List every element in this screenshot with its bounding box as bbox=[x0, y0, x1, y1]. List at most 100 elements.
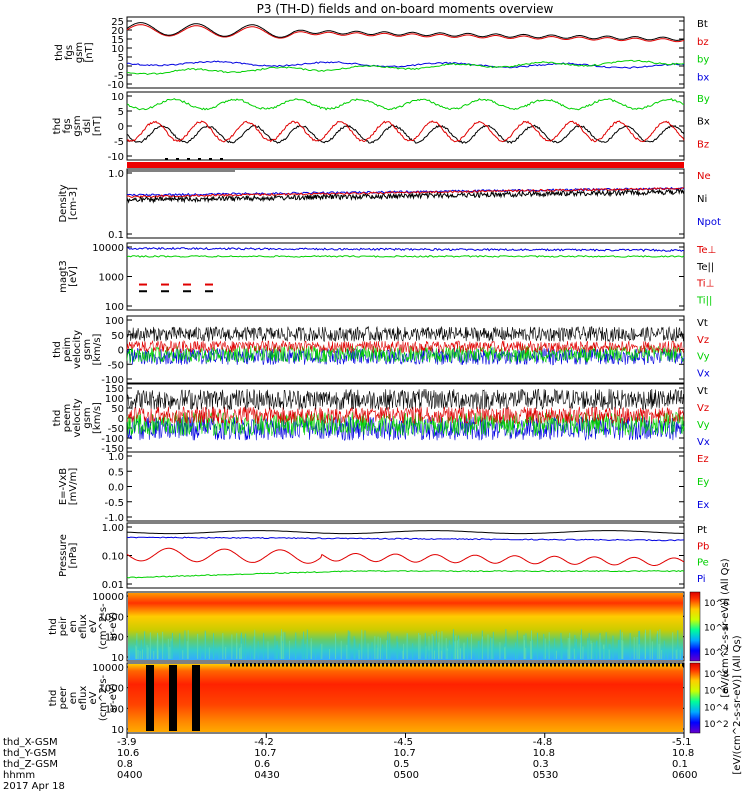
x-tick-hhmm: 0430 bbox=[254, 770, 279, 781]
tick-label: -10 bbox=[108, 152, 124, 163]
x-tick-gsm-y: 10.6 bbox=[117, 748, 139, 759]
colorbar-title-2: [eV/(cm^2-s-sr-eV)] (All Qs) bbox=[720, 558, 731, 697]
legend-Vy: Vy bbox=[697, 420, 710, 431]
axis-title: (cm^2-s- bbox=[98, 674, 109, 721]
x-axis-row-label: thd_X-GSM bbox=[3, 737, 58, 748]
axis-title: eflux bbox=[78, 686, 89, 711]
panel-peir: 10000 1000 100 10 thd peir en eflux eV (cm^2-s-sr… bbox=[48, 591, 685, 664]
tick-label: 10 bbox=[111, 725, 124, 736]
legend-Bt: Bt bbox=[697, 19, 708, 30]
series-Vy bbox=[126, 411, 685, 437]
axis-title: thd bbox=[48, 618, 59, 635]
panel-temp: 10000 1000 100 magt3 [eV] Te⊥ Te|| Ti⊥ Ti|| bbox=[58, 243, 716, 313]
axis-title: peer bbox=[58, 686, 69, 710]
x-axis-row-label: thd_Z-GSM bbox=[3, 759, 58, 770]
axis-title: gsm bbox=[74, 42, 85, 63]
x-tick-gsm-z: 0.5 bbox=[394, 759, 410, 770]
data-flag-mark bbox=[198, 158, 201, 160]
x-axis-row-label: thd_Y-GSM bbox=[3, 748, 56, 759]
legend-Te||: Te|| bbox=[696, 262, 714, 273]
tick-label: -5 bbox=[114, 137, 124, 148]
x-tick-hhmm: 0400 bbox=[117, 770, 142, 781]
tick-label: 10000 bbox=[92, 663, 124, 674]
tick-label: 5 bbox=[118, 107, 124, 118]
x-tick-gsm-x: -4.5 bbox=[394, 737, 414, 748]
axis-title: velocity bbox=[72, 330, 83, 369]
tick-label: 10 bbox=[111, 44, 124, 55]
panel-peer: 10000 1000 100 10 thd peer en eflux eV (cm^2-s-sr… bbox=[48, 662, 685, 736]
axis-title: en bbox=[68, 620, 79, 633]
tick-label: 0.01 bbox=[102, 580, 124, 591]
x-tick-hhmm: 0600 bbox=[672, 770, 697, 781]
tick-label: 15 bbox=[111, 35, 124, 46]
legend-Vz: Vz bbox=[697, 335, 709, 346]
legend-Ex: Ex bbox=[697, 500, 709, 511]
axis-title: thd bbox=[52, 410, 63, 427]
series-Bz bbox=[126, 120, 685, 143]
tick-label: 20 bbox=[111, 26, 124, 37]
panel-pressure: 1.00 0.10 0.01 Pressure [nPa] Pt Pb Pe Pi bbox=[58, 522, 709, 591]
data-flag-mark bbox=[176, 158, 179, 160]
series-Ti-par bbox=[126, 255, 685, 258]
tick-label: 100 bbox=[105, 394, 124, 405]
spectrogram-peer bbox=[128, 664, 683, 732]
tick-label: 100 bbox=[105, 302, 124, 313]
legend-Pt: Pt bbox=[697, 525, 707, 536]
tick-label: 25 bbox=[111, 17, 124, 28]
tick-label: 0.1 bbox=[108, 230, 124, 241]
series-Vy bbox=[126, 345, 685, 364]
tick-label: 0.10 bbox=[102, 552, 124, 563]
series-Vt bbox=[126, 325, 685, 343]
legend-Bz: Bz bbox=[697, 139, 709, 150]
tick-label: 150 bbox=[105, 384, 124, 395]
x-tick-gsm-y: 10.8 bbox=[672, 748, 694, 759]
axis-title: thd bbox=[48, 690, 59, 707]
series-Bt bbox=[126, 22, 685, 41]
tick-label: 1000 bbox=[99, 612, 124, 623]
axis-title: peim bbox=[62, 337, 73, 362]
axis-title: velocity bbox=[72, 398, 83, 437]
colorbar-tick: 10^8 bbox=[704, 670, 729, 680]
data-flag-bar bbox=[127, 162, 684, 168]
axis-title: eV bbox=[88, 620, 99, 633]
data-flag-mark bbox=[187, 158, 190, 160]
axis-title: thd bbox=[52, 341, 63, 358]
axis-title: fgs bbox=[64, 45, 75, 60]
axis-title: [nPa] bbox=[68, 542, 79, 568]
data-gap bbox=[169, 665, 177, 731]
axis-title: [km/s] bbox=[92, 402, 103, 434]
tick-label: 0 bbox=[118, 122, 124, 133]
panel-density: 1.0 0.1 Density [cm-3] Ne Ni Npot bbox=[58, 168, 721, 241]
legend-Bx: Bx bbox=[697, 117, 710, 128]
axis-title: en bbox=[68, 692, 79, 705]
series-Ni bbox=[126, 188, 685, 204]
x-tick-gsm-y: 10.7 bbox=[394, 748, 416, 759]
tick-label: 1.00 bbox=[102, 523, 124, 534]
colorbar-title: [eV/(cm^2-s-sr-eV)] (All Qs) bbox=[732, 635, 743, 774]
x-tick-gsm-x: -3.9 bbox=[117, 737, 137, 748]
panel-vi: 100 50 0 -50 -100 thd peim velocity gsm [km/s] Vt V… bbox=[52, 315, 710, 386]
series-by bbox=[127, 59, 685, 76]
axis-title: gsm bbox=[82, 407, 93, 428]
data-flag-mark bbox=[165, 158, 168, 160]
panel-frame bbox=[126, 451, 685, 522]
legend-bz: bz bbox=[697, 37, 709, 48]
legend-By: By bbox=[697, 94, 710, 105]
axis-title: dsl bbox=[82, 119, 93, 133]
tick-label: -10 bbox=[108, 80, 124, 91]
series-Vt bbox=[126, 388, 685, 411]
legend-Ni: Ni bbox=[697, 194, 707, 205]
axis-title: sr-eV) bbox=[108, 683, 119, 712]
legend-Vx: Vx bbox=[697, 368, 710, 379]
legend-Ti⊥: Ti⊥ bbox=[696, 279, 714, 290]
legend-Ey: Ey bbox=[697, 477, 709, 488]
data-gap bbox=[192, 665, 200, 731]
axis-title: magt3 bbox=[58, 260, 69, 293]
tick-label: 0 bbox=[118, 346, 124, 357]
panel-frame bbox=[126, 16, 685, 89]
legend-Ne: Ne bbox=[697, 171, 711, 182]
x-tick-gsm-x: -5.1 bbox=[672, 737, 692, 748]
tick-label: -0.5 bbox=[104, 498, 124, 509]
